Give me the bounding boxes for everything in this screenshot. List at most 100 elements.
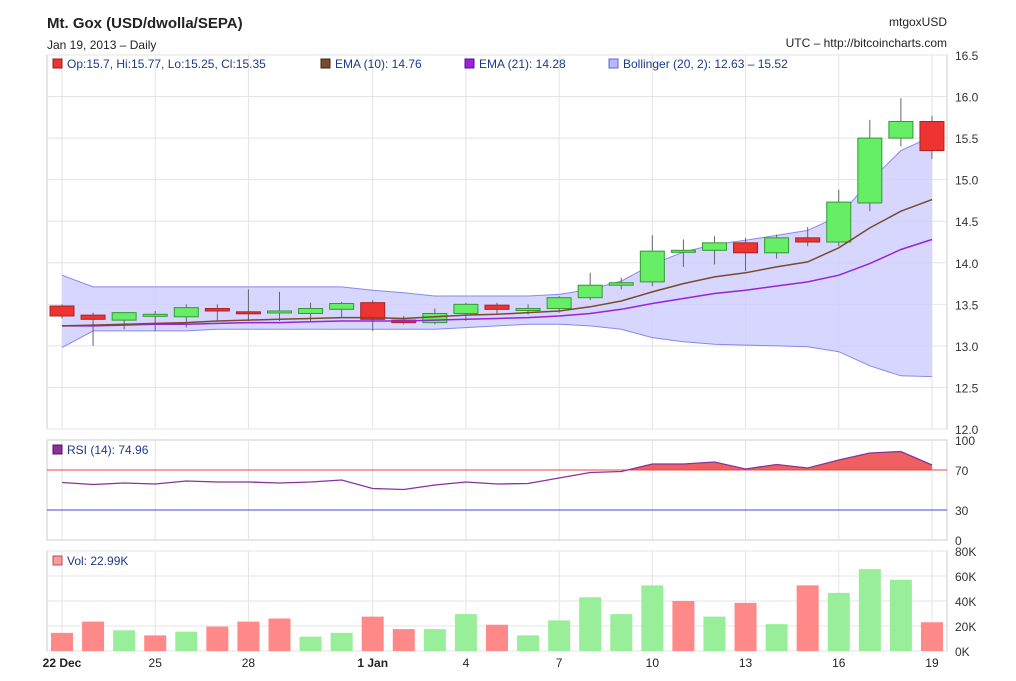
candle [235, 289, 261, 321]
x-tick-label: 7 [556, 656, 563, 670]
volume-bar [361, 616, 384, 651]
volume-bar [206, 626, 229, 651]
candle [111, 312, 137, 330]
volume-bar [858, 569, 881, 651]
price-y-tick-label: 15.0 [955, 174, 979, 188]
volume-y-tick-label: 60K [955, 570, 976, 584]
volume-bar [392, 629, 415, 651]
volume-bar [51, 632, 73, 651]
candle-body-up [266, 310, 292, 314]
candle [577, 272, 603, 301]
volume-bar [237, 621, 260, 651]
rsi-y-tick-label: 70 [955, 464, 969, 478]
candle-body-up [888, 120, 914, 139]
x-tick-label: 1 Jan [357, 656, 388, 670]
volume-bar [734, 602, 757, 651]
candle-body-up [701, 242, 727, 251]
volume-bar [485, 624, 508, 651]
volume-bar [548, 620, 571, 651]
candle [142, 310, 168, 331]
volume-panel: 0K 20K 40K 60K 80K Vol: 22.99K [46, 545, 976, 659]
candle-body-up [546, 297, 572, 309]
ema21-legend-swatch [464, 58, 475, 69]
x-tick-label: 19 [925, 656, 939, 670]
candle-body-down [795, 237, 821, 243]
candle-body-down [235, 311, 261, 315]
volume-legend-text: Vol: 22.99K [67, 554, 128, 568]
candle-body-up [764, 237, 790, 254]
candle-body-up [670, 249, 696, 253]
candle-body-up [298, 307, 324, 314]
price-y-tick-label: 14.5 [955, 215, 979, 229]
ema10-line [61, 198, 933, 327]
rsi-y-axis: 0 30 70 100 [955, 434, 975, 548]
price-y-tick-label: 14.0 [955, 257, 979, 271]
x-tick-label: 22 Dec [43, 656, 82, 670]
candle-body-up [639, 250, 665, 283]
volume-bar [765, 624, 788, 651]
candle [329, 301, 355, 317]
price-panel: 12.0 12.5 13.0 13.5 14.0 14.5 15.0 15.5 16.0 16.5… [46, 49, 979, 437]
rsi-panel-frame [46, 439, 948, 541]
volume-bar [113, 630, 136, 651]
volume-bar [299, 636, 322, 651]
rsi-y-tick-label: 30 [955, 504, 969, 518]
volume-bar [703, 616, 726, 651]
rsi-y-tick-label: 0 [955, 534, 962, 548]
volume-bar [920, 622, 943, 651]
rsi-legend-text: RSI (14): 74.96 [67, 443, 149, 457]
candle [733, 237, 759, 272]
candle [360, 300, 386, 331]
volume-y-tick-label: 20K [955, 620, 976, 634]
candle [857, 119, 883, 212]
volume-bar [423, 629, 446, 651]
rsi-grid [61, 440, 933, 540]
candle [453, 302, 479, 321]
bollinger-upper-line [61, 135, 933, 297]
chart-title: Mt. Gox (USD/dwolla/SEPA) [47, 15, 243, 32]
candle-body-down [80, 314, 106, 320]
volume-y-tick-label: 0K [955, 645, 970, 659]
candle [795, 227, 821, 247]
rsi-overbought-fill [627, 451, 932, 470]
rsi-y-tick-label: 100 [955, 434, 975, 448]
ema10-legend-swatch [320, 58, 331, 69]
ohlc-legend-text: Op:15.7, Hi:15.77, Lo:15.25, Cl:15.35 [67, 57, 266, 71]
candle [888, 98, 914, 147]
candle [204, 304, 230, 321]
candle-body-up [453, 303, 479, 314]
volume-bar [454, 614, 477, 651]
bollinger-lower-line [61, 323, 933, 378]
candlesticks [49, 98, 945, 346]
candle [546, 296, 572, 313]
volume-legend-swatch [52, 555, 63, 566]
volume-bar [610, 614, 633, 651]
candle-body-down [484, 304, 510, 310]
symbol-label: mtgoxUSD [889, 15, 947, 29]
candle [484, 302, 510, 315]
candle [701, 236, 727, 265]
price-legend: Op:15.7, Hi:15.77, Lo:15.25, Cl:15.35 EM… [52, 57, 788, 71]
candle-body-down [919, 120, 945, 152]
candle-body-down [204, 307, 230, 312]
bollinger-legend-swatch [608, 58, 619, 69]
price-y-tick-label: 12.0 [955, 423, 979, 437]
candle-body-up [111, 312, 137, 321]
candle-body-up [826, 201, 852, 243]
candle [826, 189, 852, 247]
x-tick-label: 13 [739, 656, 753, 670]
ema21-line [62, 238, 933, 327]
volume-bar [175, 631, 198, 651]
price-y-axis: 12.0 12.5 13.0 13.5 14.0 14.5 15.0 15.5 16.0 16.5 [955, 49, 979, 437]
candle [608, 277, 634, 290]
chart-subtitle: Jan 19, 2013 – Daily [47, 38, 156, 52]
candle-body-down [49, 305, 75, 317]
volume-bar [144, 635, 167, 651]
price-y-tick-label: 13.0 [955, 340, 979, 354]
candle-body-up [857, 137, 883, 204]
rsi-line [61, 450, 933, 491]
x-tick-label: 28 [242, 656, 256, 670]
x-tick-label: 16 [832, 656, 846, 670]
candle-body-up [515, 307, 541, 311]
